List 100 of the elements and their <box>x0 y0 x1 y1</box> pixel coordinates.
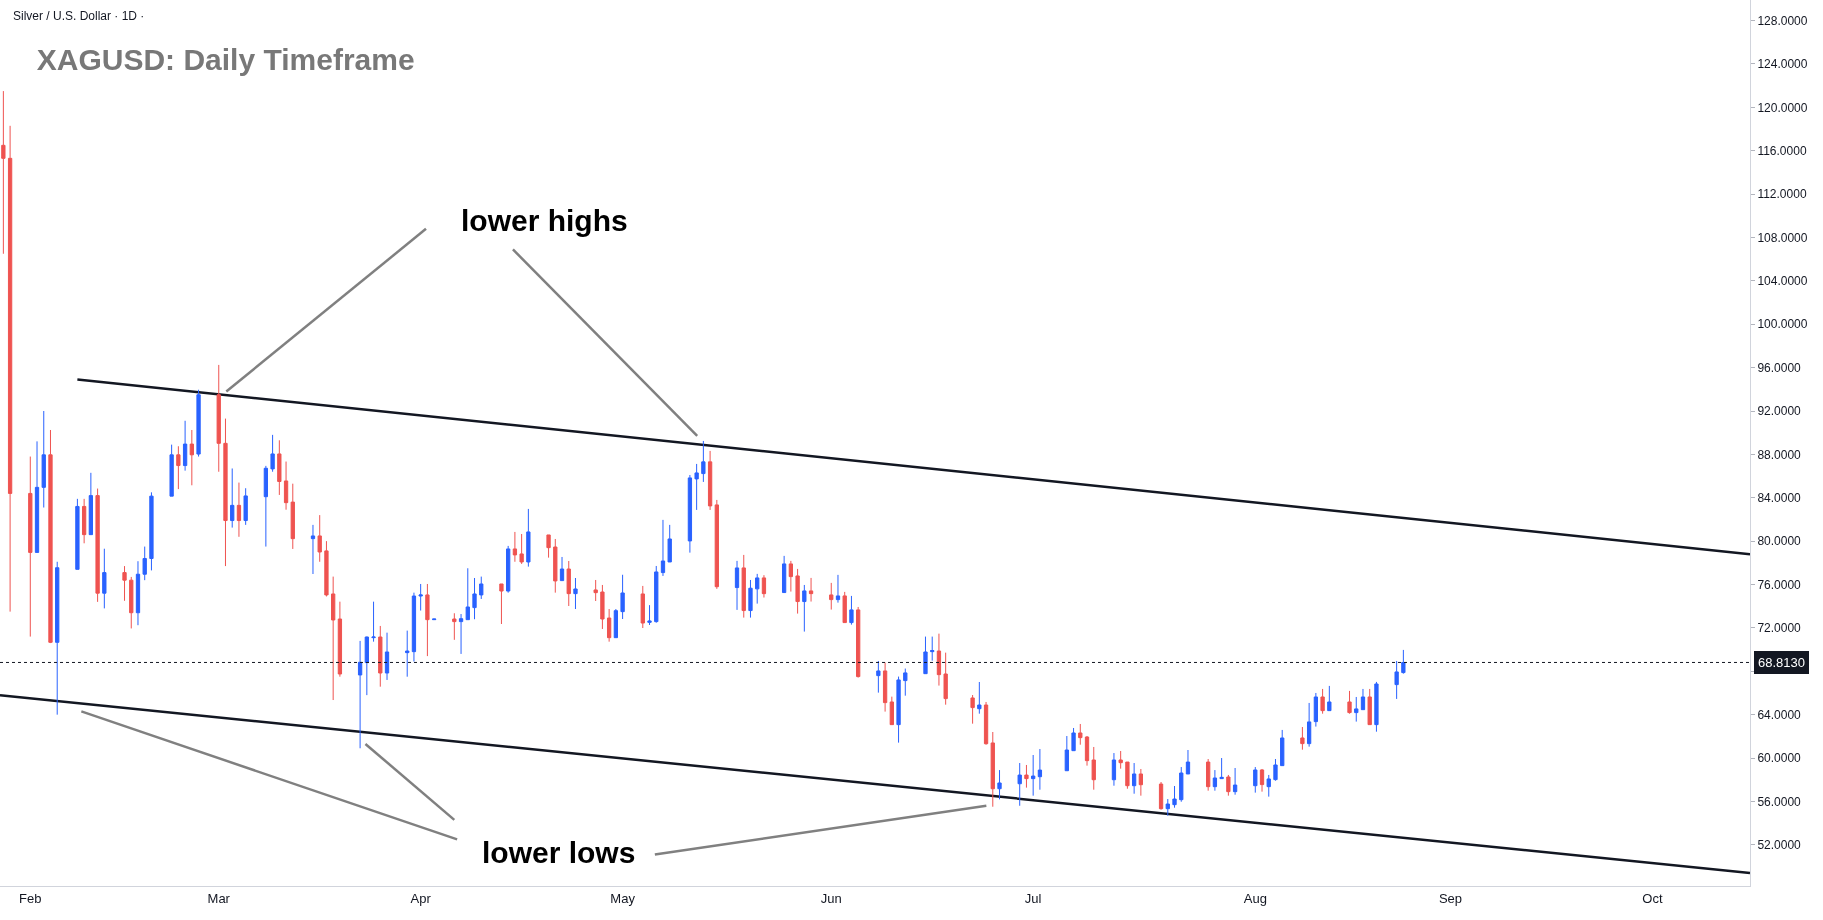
candlestick <box>310 524 316 575</box>
candlestick <box>519 533 524 565</box>
candlestick <box>660 519 666 577</box>
candlestick <box>1091 746 1096 791</box>
candlestick <box>741 554 746 619</box>
candlestick <box>384 632 390 681</box>
candlestick <box>1071 727 1076 752</box>
candlestick <box>1300 726 1305 751</box>
candlestick <box>1017 762 1022 807</box>
candlestick <box>835 574 841 604</box>
candlestick <box>526 508 531 568</box>
candlestick <box>795 568 800 615</box>
candlestick <box>263 465 269 548</box>
candlestick <box>1024 764 1029 789</box>
x-tick-label: Sep <box>1438 890 1463 906</box>
ref-line-label: 68.8130 <box>1758 655 1805 670</box>
candlestick <box>701 440 706 483</box>
candlestick <box>512 531 518 563</box>
candlestick <box>788 560 794 593</box>
candlestick <box>842 591 847 624</box>
candlestick <box>640 585 645 629</box>
candlestick <box>808 577 814 603</box>
candlestick <box>606 608 612 643</box>
candlestick <box>223 418 228 567</box>
candlestick <box>1125 761 1130 790</box>
y-tick-label: 96.0000 <box>1757 360 1802 375</box>
candlestick <box>930 636 935 662</box>
candlestick <box>357 640 363 749</box>
y-tick-label: 56.0000 <box>1757 794 1802 809</box>
candlestick <box>997 769 1002 800</box>
candlestick <box>243 487 248 526</box>
candlestick <box>620 574 625 620</box>
candlestick <box>1179 766 1184 803</box>
candlestick <box>707 450 713 511</box>
y-tick-label: 124.0000 <box>1757 57 1808 72</box>
candlestick <box>600 584 605 630</box>
candlestick <box>1037 748 1043 791</box>
x-tick-label: Feb <box>19 890 42 906</box>
candlestick <box>1273 758 1278 782</box>
candlestick <box>277 439 282 496</box>
y-tick-label: 52.0000 <box>1757 837 1802 852</box>
candlestick <box>1280 729 1285 767</box>
candlestick <box>337 601 343 678</box>
candlestick <box>1138 768 1144 797</box>
x-tick-label: Oct <box>1642 890 1663 906</box>
candlestick <box>411 592 417 663</box>
candlestick <box>1172 785 1177 809</box>
candlestick <box>1347 690 1352 715</box>
text: XAGUSD: Daily Timeframe <box>36 43 415 77</box>
x-tick-label: May <box>610 890 636 906</box>
candlestick <box>1084 735 1090 767</box>
candlestick <box>553 538 558 594</box>
candlestick <box>755 573 760 605</box>
y-tick-label: 128.0000 <box>1757 13 1808 28</box>
candlestick <box>499 583 504 625</box>
candlestick <box>1111 752 1117 787</box>
y-tick-label: 84.0000 <box>1757 490 1802 505</box>
candlestick <box>431 618 437 621</box>
candlestick <box>1401 649 1406 675</box>
candlestick <box>593 579 598 602</box>
candlestick <box>734 560 740 611</box>
x-tick-label: Mar <box>207 890 231 906</box>
annotation: Silver / U.S. Dollar · 1D · <box>13 9 145 23</box>
candlestick <box>849 595 854 626</box>
candlestick <box>331 576 336 701</box>
y-tick-label: 72.0000 <box>1757 621 1802 636</box>
candlestick <box>876 660 881 694</box>
candlestick <box>714 499 719 590</box>
candlestick <box>378 625 383 688</box>
y-tick-label: 104.0000 <box>1757 274 1808 289</box>
candlestick <box>781 555 787 594</box>
candlestick <box>761 574 767 599</box>
candlestick <box>465 567 470 621</box>
candlestick <box>970 694 975 725</box>
candlestick <box>667 524 672 563</box>
candlestick <box>452 612 457 641</box>
candlestick <box>977 681 982 715</box>
candlestick <box>283 461 289 511</box>
candlestick <box>1185 749 1191 775</box>
candlestick <box>1219 757 1224 780</box>
candlestick <box>923 636 928 675</box>
candlestick <box>1360 688 1366 711</box>
candlestick <box>566 560 571 607</box>
candlestick <box>1327 685 1332 712</box>
candlestick <box>1226 774 1231 797</box>
candlestick <box>1367 688 1372 726</box>
candlestick <box>1131 762 1137 795</box>
candlestick <box>573 577 578 610</box>
candlestick <box>647 604 652 626</box>
candlestick <box>405 630 410 678</box>
candlestick <box>1306 702 1312 748</box>
x-tick-label: Jun <box>820 890 842 906</box>
candlestick <box>317 514 322 563</box>
candlestick <box>324 540 329 597</box>
candlestick <box>230 467 235 529</box>
candlestick <box>364 636 369 696</box>
y-tick-label: 108.0000 <box>1757 230 1808 245</box>
candlestick <box>856 606 861 679</box>
candlestick <box>1212 769 1218 792</box>
x-tick-label: Aug <box>1243 890 1267 906</box>
